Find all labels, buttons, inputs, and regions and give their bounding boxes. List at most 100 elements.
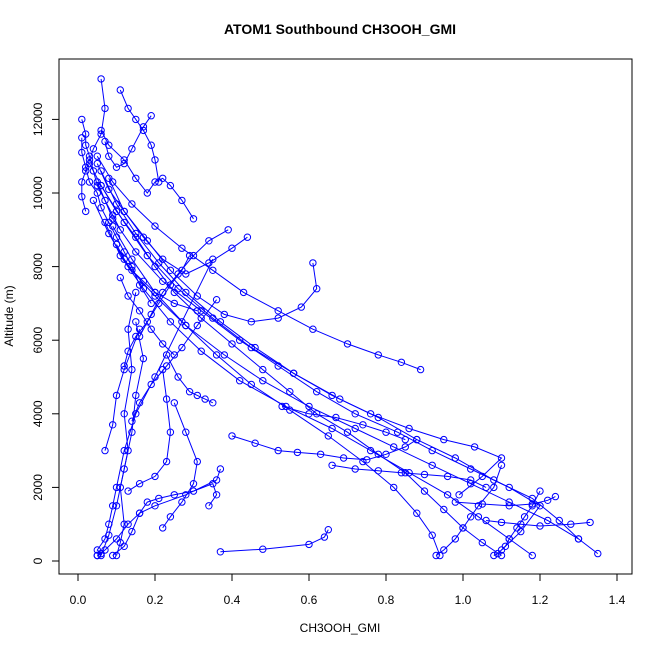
series-26	[328, 461, 490, 492]
x-tick-label: 0.4	[224, 593, 241, 607]
data-point	[197, 307, 205, 315]
data-point	[97, 204, 105, 212]
data-point	[128, 200, 136, 208]
data-point	[366, 410, 375, 418]
series-line	[231, 435, 418, 461]
data-point	[112, 207, 121, 216]
data-point	[305, 402, 313, 411]
series-19	[97, 126, 198, 223]
data-point	[139, 277, 148, 285]
data-point	[97, 551, 105, 560]
data-point	[162, 395, 171, 403]
data-point	[151, 156, 159, 164]
data-point	[124, 487, 132, 495]
data-point	[166, 281, 175, 289]
data-point	[174, 373, 182, 381]
data-point	[212, 351, 221, 359]
data-point	[413, 435, 421, 444]
series-22	[116, 86, 163, 186]
data-point	[105, 174, 113, 183]
data-point	[120, 446, 128, 455]
series-line	[100, 321, 144, 556]
data-point	[328, 461, 336, 469]
data-point	[490, 476, 498, 484]
data-point	[97, 130, 105, 138]
data-point	[120, 520, 128, 528]
data-point	[490, 551, 498, 560]
data-point	[116, 273, 125, 282]
data-point	[97, 75, 105, 83]
data-point	[359, 421, 367, 429]
data-point	[594, 549, 602, 558]
data-point	[397, 469, 406, 477]
data-point	[286, 388, 294, 396]
data-point	[274, 307, 282, 315]
data-point	[193, 391, 202, 400]
data-point	[501, 542, 510, 550]
data-point	[413, 509, 421, 517]
data-point	[440, 505, 448, 514]
data-point	[182, 270, 190, 278]
data-point	[109, 178, 117, 186]
data-point	[116, 86, 125, 94]
data-point	[193, 457, 202, 466]
data-point	[228, 244, 236, 252]
data-point	[382, 428, 390, 436]
data-point	[101, 546, 109, 554]
data-point	[78, 148, 86, 157]
data-point	[132, 229, 140, 238]
data-point	[120, 465, 128, 473]
data-point	[428, 461, 436, 469]
series-33	[128, 296, 221, 425]
data-point	[397, 358, 406, 366]
series-35	[162, 351, 217, 407]
data-point	[159, 174, 167, 183]
data-point	[116, 226, 125, 234]
data-point	[109, 502, 117, 510]
data-point	[328, 424, 336, 433]
data-point	[101, 104, 109, 113]
data-point	[297, 303, 305, 311]
data-point	[89, 167, 98, 175]
data-point	[135, 332, 144, 341]
series-3	[112, 288, 140, 560]
data-point	[143, 498, 152, 506]
series-line	[332, 464, 487, 488]
data-point	[93, 551, 102, 560]
data-point	[313, 285, 321, 293]
data-point	[166, 266, 175, 274]
data-point	[555, 516, 563, 525]
data-point	[513, 524, 521, 532]
data-point	[305, 540, 313, 549]
data-point	[567, 520, 575, 528]
data-point	[159, 340, 167, 348]
data-point	[85, 152, 94, 160]
data-point	[474, 502, 483, 510]
data-point	[132, 318, 140, 326]
data-point	[309, 259, 317, 267]
data-point	[112, 483, 121, 492]
data-point	[382, 450, 390, 458]
series-1	[93, 465, 225, 560]
data-point	[374, 467, 382, 475]
data-point	[128, 527, 136, 536]
data-point	[528, 551, 536, 560]
data-point	[505, 502, 513, 510]
data-point	[482, 483, 490, 492]
data-point	[178, 343, 186, 352]
data-point	[124, 347, 132, 355]
data-point	[467, 465, 475, 473]
series-line	[100, 170, 503, 496]
data-point	[109, 551, 117, 560]
data-point	[162, 457, 171, 466]
data-point	[162, 351, 171, 359]
data-point	[109, 211, 117, 219]
data-point	[143, 189, 152, 197]
data-point	[135, 399, 144, 407]
data-point	[343, 340, 352, 348]
data-point	[120, 248, 128, 256]
series-5	[216, 526, 332, 556]
series-line	[104, 329, 141, 451]
data-point	[289, 369, 298, 377]
data-point	[78, 134, 86, 142]
